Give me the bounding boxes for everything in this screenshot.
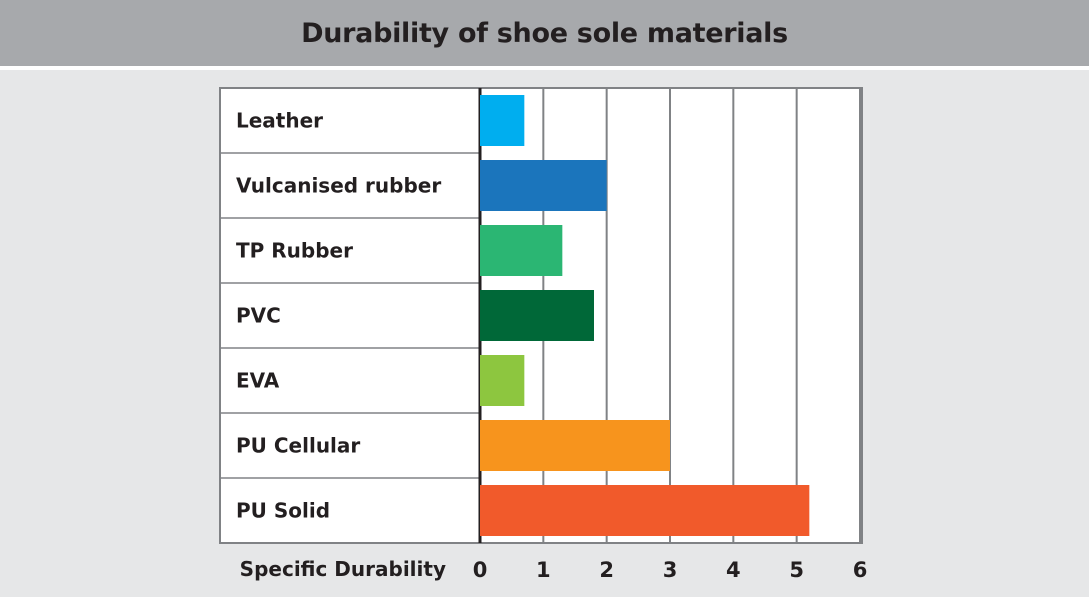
x-tick-label: 1 [536, 558, 551, 582]
x-tick-label: 2 [599, 558, 614, 582]
category-label: EVA [236, 369, 280, 393]
x-tick-label: 0 [473, 558, 488, 582]
bar-pvc [480, 290, 594, 341]
bar-pu-cellular [480, 420, 670, 471]
bar-vulcanised-rubber [480, 160, 607, 211]
x-axis-label: Specific Durability [240, 557, 446, 581]
bar-eva [480, 355, 525, 406]
bars [480, 95, 810, 536]
bar-leather [480, 95, 525, 146]
category-label: PU Cellular [236, 434, 360, 458]
x-tick-label: 6 [853, 558, 868, 582]
x-tick-label: 3 [663, 558, 678, 582]
category-label: Vulcanised rubber [236, 174, 441, 198]
x-tick-labels: 0 1 2 3 4 5 6 [473, 558, 868, 582]
category-label: PVC [236, 304, 281, 328]
chart-title-bar: Durability of shoe sole materials [0, 0, 1089, 66]
category-label: PU Solid [236, 499, 330, 523]
chart-title: Durability of shoe sole materials [301, 17, 788, 49]
category-label: TP Rubber [236, 239, 353, 263]
bar-pu-solid [480, 485, 810, 536]
title-separator [0, 66, 1089, 70]
x-tick-label: 5 [789, 558, 804, 582]
category-labels: Leather Vulcanised rubber TP Rubber PVC EVA P… [236, 109, 441, 523]
bar-tp-rubber [480, 225, 563, 276]
x-tick-label: 4 [726, 558, 741, 582]
category-label: Leather [236, 109, 323, 133]
